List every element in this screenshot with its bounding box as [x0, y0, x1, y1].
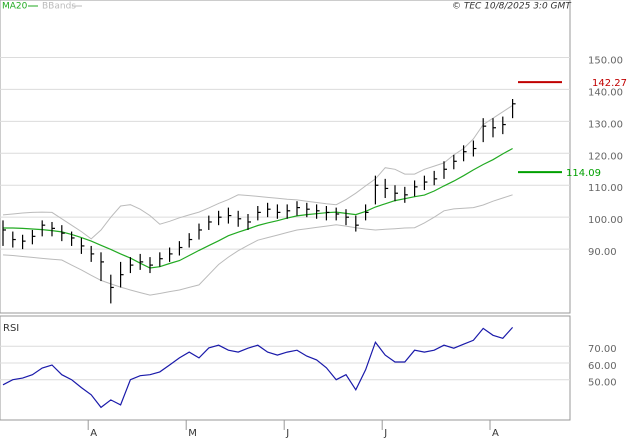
x-tick-label: J	[285, 428, 289, 439]
y-tick-label: 70.00	[588, 344, 617, 355]
y-tick-label: 90.00	[588, 247, 617, 258]
legend-label: MA20	[2, 2, 28, 12]
source: © TEC 10/8/2025 3:0 GMT	[452, 2, 572, 12]
y-tick-label: 130.00	[588, 119, 623, 130]
y-tick-label: 140.00	[588, 87, 623, 98]
rsi-panel	[0, 315, 571, 421]
reference-label: 114.09	[566, 168, 601, 179]
band-lower	[2, 194, 513, 296]
x-tick-label: M	[188, 428, 197, 439]
y-tick-label: 50.00	[588, 378, 617, 389]
legend-label: BBands	[42, 2, 76, 12]
band-upper	[2, 104, 513, 240]
y-tick-label: 100.00	[588, 215, 623, 226]
rsi-line	[2, 326, 514, 409]
x-tick-label: A	[492, 428, 499, 439]
reference-label: 142.27	[592, 78, 627, 89]
y-tick-label: 60.00	[588, 361, 617, 372]
ma-line	[3, 147, 513, 269]
y-tick-label: 150.00	[588, 55, 623, 66]
x-tick-label: A	[90, 428, 97, 439]
rsi-title: RSI	[3, 323, 19, 334]
price-panel	[0, 0, 571, 314]
y-tick-label: 110.00	[588, 183, 623, 194]
x-tick-label: J	[383, 428, 387, 439]
y-tick-label: 120.00	[588, 151, 623, 162]
